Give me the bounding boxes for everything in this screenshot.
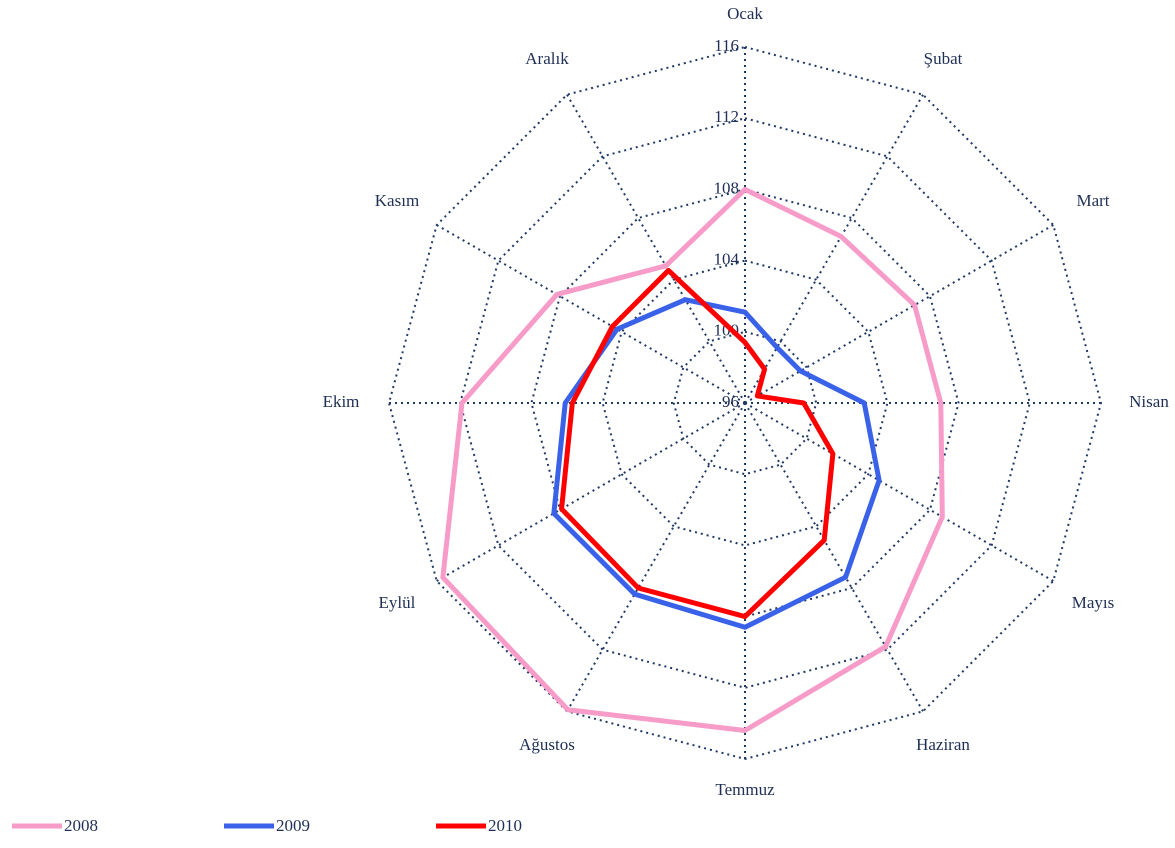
category-label: Temmuz [715,780,775,799]
tick-label: 96 [722,392,739,411]
category-label: Şubat [924,49,963,68]
legend-label: 2010 [488,816,522,835]
category-label: Ekim [323,392,360,411]
grid-ring [672,330,818,476]
category-label: Eylül [379,593,416,612]
series-line [440,186,945,734]
tick-label: 108 [714,178,740,197]
category-label: Mayıs [1072,593,1115,612]
category-label: Ocak [727,4,763,23]
spoke [566,402,746,712]
tick-label: 112 [714,107,739,126]
grid-ring [530,188,960,618]
tick-label: 116 [714,36,739,55]
category-label: Nisan [1129,392,1169,411]
series-line [551,297,882,630]
spoke [744,224,1054,404]
legend-label: 2009 [276,816,310,835]
tick-label: 100 [714,321,740,340]
category-label: Aralık [525,49,569,68]
spoke [744,402,1054,582]
grid-ring [459,117,1031,689]
category-label: Mart [1076,191,1109,210]
category-label: Haziran [916,735,970,754]
category-label: Ağustos [519,735,575,754]
tick-label: 104 [714,250,740,269]
category-label: Kasım [375,191,419,210]
series-line [559,267,836,620]
legend-label: 2008 [64,816,98,835]
spoke [744,94,924,404]
spoke [436,402,746,582]
spoke [744,402,924,712]
